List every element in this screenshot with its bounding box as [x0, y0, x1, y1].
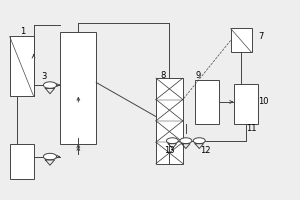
Ellipse shape [44, 82, 56, 88]
Text: 7: 7 [258, 32, 263, 41]
Ellipse shape [193, 138, 205, 144]
Ellipse shape [167, 138, 178, 144]
Bar [60, 32, 96, 144]
Text: 8: 8 [161, 71, 166, 80]
Ellipse shape [44, 153, 56, 160]
Bar [10, 144, 34, 179]
Ellipse shape [180, 138, 192, 144]
Text: 3: 3 [41, 72, 47, 81]
Text: 13: 13 [164, 146, 175, 155]
Bar [156, 78, 183, 164]
Text: 1: 1 [20, 27, 26, 36]
Text: 9: 9 [195, 71, 200, 80]
Text: 12: 12 [200, 146, 211, 155]
Text: 11: 11 [246, 124, 257, 133]
Bar [10, 36, 34, 96]
Bar [195, 80, 219, 124]
Bar [234, 84, 257, 124]
Bar [231, 28, 251, 52]
Text: 10: 10 [258, 97, 269, 106]
